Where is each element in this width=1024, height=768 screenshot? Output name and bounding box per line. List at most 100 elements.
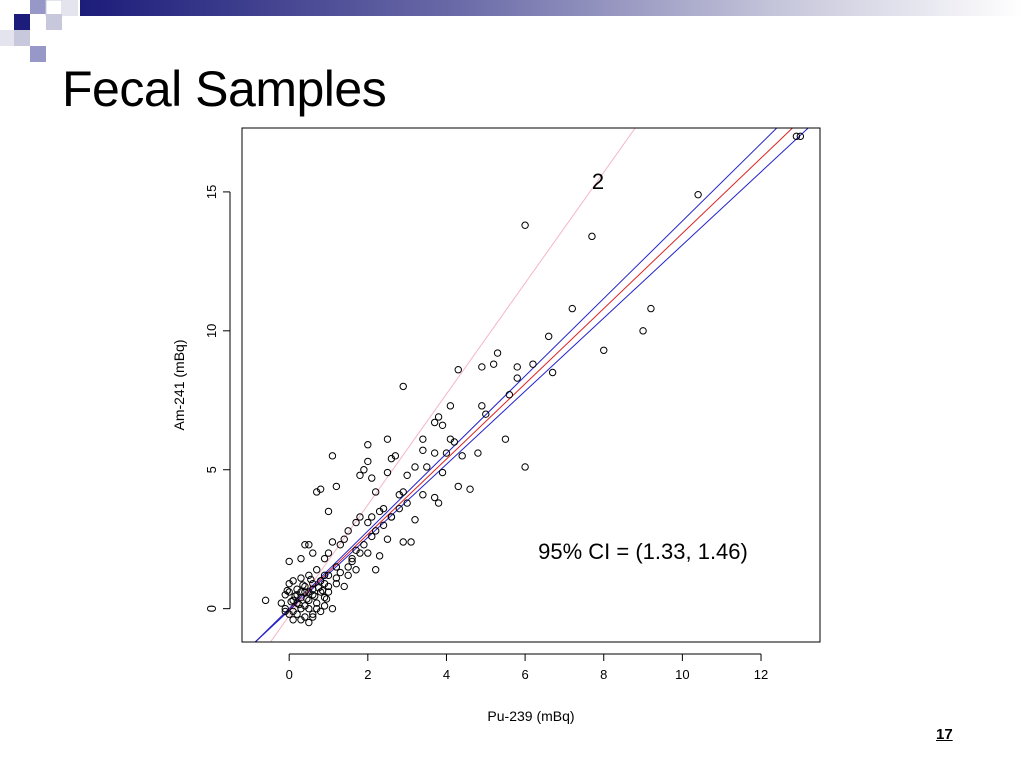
data-point: [309, 610, 317, 618]
data-point: [478, 402, 486, 410]
data-point: [458, 452, 466, 460]
data-point: [277, 599, 286, 607]
data-point: [482, 410, 490, 418]
data-point: [438, 421, 447, 429]
data-point: [344, 527, 352, 535]
axes: 0 2 4 6 8 10 12 0 5 10 15: [204, 185, 768, 682]
data-point: [501, 435, 510, 443]
data-point: [383, 535, 392, 543]
data-point: [320, 571, 329, 580]
data-point: [411, 516, 419, 524]
data-point: [301, 582, 309, 591]
data-point: [438, 468, 447, 477]
data-point: [521, 221, 529, 229]
data-point: [364, 549, 372, 557]
y-tick-label: 15: [204, 185, 219, 199]
data-point: [299, 581, 307, 589]
data-point: [493, 349, 502, 357]
data-point: [419, 435, 427, 443]
y-tick-label: 5: [204, 466, 219, 473]
title-accent-bar: [80, 0, 1024, 16]
data-point: [505, 391, 514, 399]
data-point: [344, 571, 352, 580]
data-point: [450, 438, 459, 446]
data-point: [364, 518, 372, 527]
data-point: [430, 449, 439, 457]
data-point: [434, 413, 443, 421]
data-point: [513, 374, 521, 382]
data-point: [387, 454, 396, 463]
data-point: [313, 566, 321, 574]
data-point: [544, 332, 553, 341]
data-point: [403, 499, 411, 507]
data-point: [399, 488, 407, 496]
data-point: [792, 132, 801, 141]
y-tick-label: 10: [204, 324, 219, 338]
data-point: [287, 598, 295, 606]
data-point: [364, 457, 372, 466]
x-tick-label: 6: [521, 667, 528, 682]
x-tick-label: 8: [600, 667, 607, 682]
data-point: [454, 482, 462, 491]
data-point: [340, 535, 348, 543]
x-tick-label: 4: [443, 667, 450, 682]
annotation-label-2: 2: [592, 169, 604, 194]
data-point: [309, 613, 317, 621]
data-point: [316, 588, 325, 596]
data-point: [301, 588, 309, 596]
slide-title: Fecal Samples: [62, 61, 387, 117]
data-point: [320, 602, 329, 610]
data-point: [466, 485, 474, 493]
data-point: [356, 471, 364, 479]
data-point: [360, 466, 368, 474]
plot-frame: [241, 127, 821, 643]
data-point: [332, 574, 341, 582]
data-point: [340, 582, 348, 591]
data-point: [297, 588, 305, 596]
data-point: [281, 607, 289, 616]
data-point: [332, 563, 341, 571]
data-point: [297, 574, 305, 582]
data-point: [387, 513, 396, 521]
line-reference: [269, 128, 636, 642]
data-point: [442, 449, 451, 457]
data-point: [301, 541, 309, 549]
data-point: [336, 568, 344, 577]
data-point: [364, 441, 372, 449]
data-point: [305, 596, 313, 605]
data-point: [568, 304, 576, 313]
data-point: [281, 591, 289, 599]
data-point: [332, 579, 341, 588]
data-point: [489, 360, 498, 368]
data-point: [320, 579, 329, 588]
data-point: [309, 579, 317, 588]
data-point: [446, 402, 455, 410]
data-point: [379, 521, 388, 530]
data-point: [399, 382, 407, 391]
x-tick-label: 12: [754, 667, 768, 682]
data-point: [285, 579, 293, 588]
data-point: [430, 418, 439, 427]
data-point: [375, 552, 384, 560]
data-point: [399, 538, 407, 546]
data-point: [383, 435, 392, 443]
line-fit: [254, 128, 793, 642]
data-point: [303, 595, 311, 603]
data-point: [600, 346, 608, 354]
data-point: [478, 363, 486, 371]
data-point: [348, 557, 356, 566]
x-tick-label: 0: [286, 667, 293, 682]
data-point: [371, 488, 380, 496]
ci-annotation: 95% CI = (1.33, 1.46): [538, 539, 748, 564]
line-ci-lower: [254, 128, 809, 642]
data-point: [305, 588, 313, 596]
fit-lines: [254, 128, 809, 642]
data-point: [521, 463, 529, 471]
data-point: [375, 507, 384, 516]
data-point: [305, 541, 313, 549]
data-point: [348, 554, 356, 563]
data-point: [324, 507, 333, 516]
data-point: [454, 366, 462, 374]
data-point: [352, 566, 360, 574]
data-point: [639, 327, 647, 335]
